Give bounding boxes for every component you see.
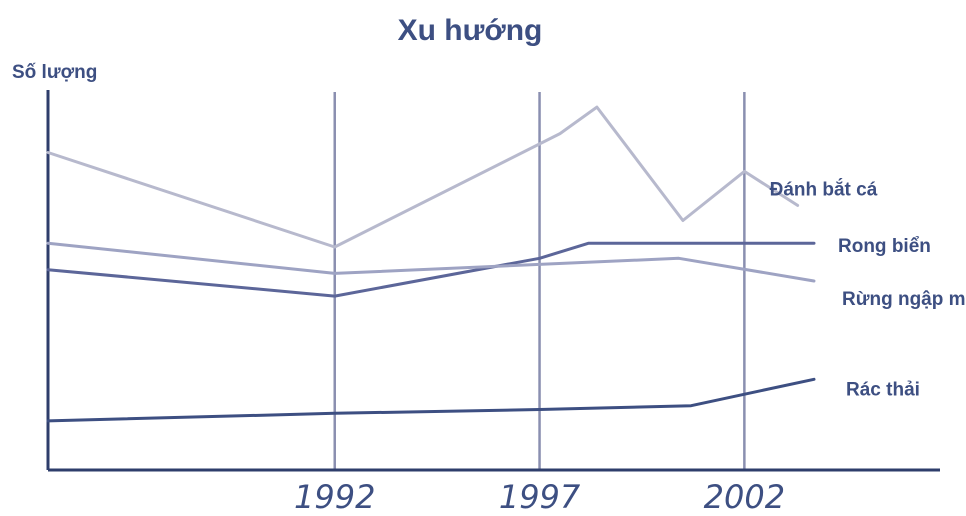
x-tick-labels: 1992 1997 2002 (294, 478, 785, 516)
y-axis-label: Số lượng (12, 62, 97, 83)
series-label-1: Đánh bắt cá (770, 178, 878, 200)
x-tick-label: 1992 (294, 478, 375, 516)
series-label-3: Rừng ngập mặn (842, 289, 966, 310)
series-line-4 (46, 377, 816, 423)
series-label-4: Rác thải (846, 379, 920, 400)
series-line-2 (46, 241, 816, 298)
series-lines (46, 105, 816, 423)
chart-title: Xu hướng (398, 14, 543, 47)
x-tick-label: 1997 (499, 478, 581, 516)
x-tick-label: 2002 (704, 478, 785, 516)
series-line-1 (46, 105, 800, 249)
series-labels: Đánh bắt cá Rong biển Rừng ngập mặn Rác thả… (770, 178, 966, 400)
vertical-gridlines (333, 92, 746, 470)
series-line-3 (46, 241, 816, 283)
series-label-2: Rong biển (838, 236, 931, 257)
